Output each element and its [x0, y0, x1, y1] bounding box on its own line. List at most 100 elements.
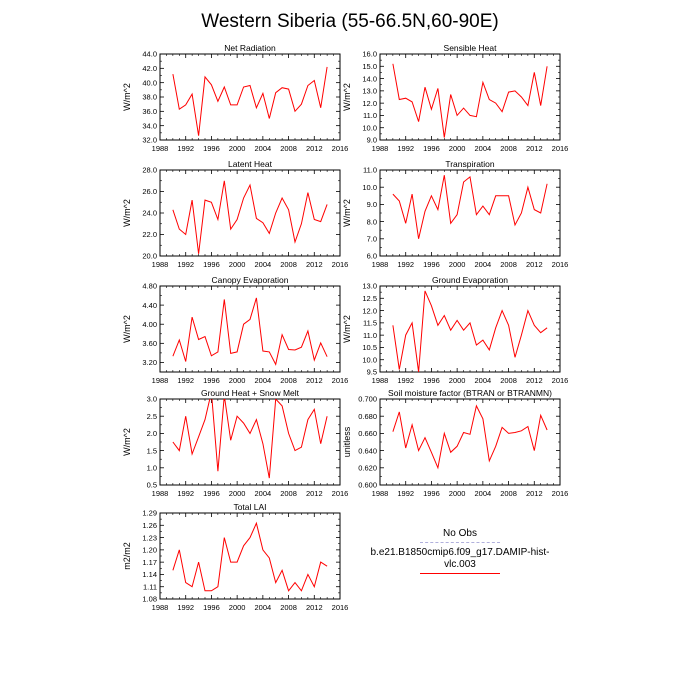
y-axis-label: m2/m2 [122, 542, 132, 570]
x-tick-label: 2016 [552, 489, 569, 498]
x-tick-label: 2008 [500, 489, 517, 498]
panel-canopy-evaporation: Canopy Evaporation W/m^2 1988 1992 1996 2000 2… [122, 275, 348, 385]
x-tick-label: 1988 [372, 489, 389, 498]
y-tick-label: 12.0 [362, 99, 377, 108]
x-tick-label: 2012 [306, 376, 323, 385]
x-tick-label: 2016 [332, 489, 349, 498]
x-tick-label: 1988 [152, 489, 169, 498]
series-line-ground-heat-snow-melt [172, 399, 328, 479]
legend-label-no-obs: No Obs [443, 528, 477, 539]
y-tick-label: 0.620 [358, 464, 377, 473]
y-axis-label: W/m^2 [342, 199, 352, 227]
panel-sensible-heat: Sensible Heat W/m^2 1988 1992 1996 2000 2004 20… [342, 43, 568, 153]
x-tick-label: 2012 [526, 144, 543, 153]
y-tick-label: 11.0 [363, 111, 377, 120]
y-tick-label: 16.0 [362, 50, 377, 59]
x-tick-label: 2004 [475, 144, 492, 153]
y-tick-label: 2.0 [147, 429, 157, 438]
y-tick-label: 0.680 [358, 412, 377, 421]
x-tick-label: 1992 [397, 376, 414, 385]
y-tick-label: 10.0 [362, 183, 377, 192]
panel-title: Latent Heat [228, 159, 273, 169]
panel-title: Soil moisture factor (BTRAN or BTRANMN) [388, 388, 552, 398]
y-tick-label: 22.0 [142, 230, 157, 239]
y-tick-label: 15.0 [362, 62, 377, 71]
y-tick-label: 10.0 [362, 355, 377, 364]
x-tick-label: 1992 [397, 489, 414, 498]
y-tick-label: 38.0 [142, 93, 157, 102]
x-tick-label: 1996 [203, 489, 220, 498]
x-tick-label: 1992 [177, 489, 194, 498]
x-tick-label: 1996 [423, 144, 440, 153]
y-tick-label: 14.0 [362, 74, 377, 83]
series-line-total-lai [172, 521, 328, 592]
y-axis-label: W/m^2 [342, 83, 352, 111]
x-tick-label: 1988 [372, 376, 389, 385]
x-tick-label: 1988 [152, 603, 169, 612]
x-tick-label: 2016 [332, 603, 349, 612]
x-tick-label: 1996 [423, 376, 440, 385]
figure-title: Western Siberia (55-66.5N,60-90E) [201, 11, 498, 32]
y-tick-label: 9.0 [367, 136, 377, 145]
series-line-transpiration [392, 175, 548, 239]
y-tick-label: 28.0 [142, 166, 157, 175]
x-tick-label: 1992 [177, 260, 194, 269]
x-tick-label: 2000 [229, 260, 246, 269]
x-tick-label: 1996 [203, 260, 220, 269]
y-tick-label: 0.600 [358, 481, 377, 490]
x-tick-label: 2000 [449, 376, 466, 385]
y-tick-label: 0.5 [147, 481, 157, 490]
x-tick-label: 2012 [306, 260, 323, 269]
y-tick-label: 7.0 [367, 235, 377, 244]
y-tick-label: 1.29 [142, 509, 157, 518]
y-tick-label: 4.40 [142, 301, 157, 310]
x-tick-label: 2012 [526, 376, 543, 385]
legend-line-model [420, 573, 500, 574]
y-axis-label: W/m^2 [122, 315, 132, 343]
y-tick-label: 6.0 [367, 252, 377, 261]
x-tick-label: 2008 [280, 376, 297, 385]
y-tick-label: 11.0 [363, 166, 377, 175]
x-tick-label: 2000 [449, 260, 466, 269]
panel-soil-moisture-factor-btran-or-btranmn: Soil moisture factor (BTRAN or BTRANMN) u… [342, 388, 568, 498]
x-tick-label: 2016 [332, 376, 349, 385]
panel-net-radiation: Net Radiation W/m^2 1988 1992 1996 2000 2004 20… [122, 43, 348, 153]
y-axis-label: W/m^2 [122, 199, 132, 227]
x-tick-label: 2008 [280, 489, 297, 498]
x-tick-label: 1988 [372, 144, 389, 153]
y-axis-label: W/m^2 [122, 428, 132, 456]
panel-title: Ground Evaporation [432, 275, 508, 285]
x-tick-label: 2004 [255, 376, 272, 385]
x-tick-label: 1996 [423, 489, 440, 498]
x-tick-label: 2000 [229, 376, 246, 385]
y-tick-label: 4.80 [142, 282, 157, 291]
x-tick-label: 2008 [500, 144, 517, 153]
y-tick-label: 2.5 [147, 412, 157, 421]
panel-title: Total LAI [233, 502, 266, 512]
series-line-ground-evaporation [392, 290, 548, 372]
y-tick-label: 3.0 [147, 395, 157, 404]
x-tick-label: 2016 [332, 260, 349, 269]
y-tick-label: 34.0 [142, 121, 157, 130]
y-tick-label: 26.0 [142, 187, 157, 196]
x-tick-label: 1992 [177, 603, 194, 612]
x-tick-label: 2000 [229, 144, 246, 153]
y-tick-label: 0.640 [358, 446, 377, 455]
x-tick-label: 2000 [449, 144, 466, 153]
x-tick-label: 2016 [552, 144, 569, 153]
x-tick-label: 2000 [229, 603, 246, 612]
x-tick-label: 2004 [255, 603, 272, 612]
y-tick-label: 1.14 [142, 570, 157, 579]
y-axis-label: W/m^2 [122, 83, 132, 111]
x-tick-label: 1996 [203, 603, 220, 612]
y-axis-label: unitless [342, 426, 352, 457]
y-tick-label: 3.60 [142, 339, 157, 348]
y-tick-label: 1.26 [142, 521, 157, 530]
legend-label-model: b.e21.B1850cmip6.f09_g17.DAMIP-hist-vlc.… [370, 547, 550, 570]
x-tick-label: 1992 [397, 144, 414, 153]
x-tick-label: 2004 [255, 260, 272, 269]
y-tick-label: 1.23 [142, 533, 157, 542]
panel-transpiration: Transpiration W/m^2 1988 1992 1996 2000 2004 20… [342, 159, 568, 269]
y-tick-label: 10.0 [362, 123, 377, 132]
